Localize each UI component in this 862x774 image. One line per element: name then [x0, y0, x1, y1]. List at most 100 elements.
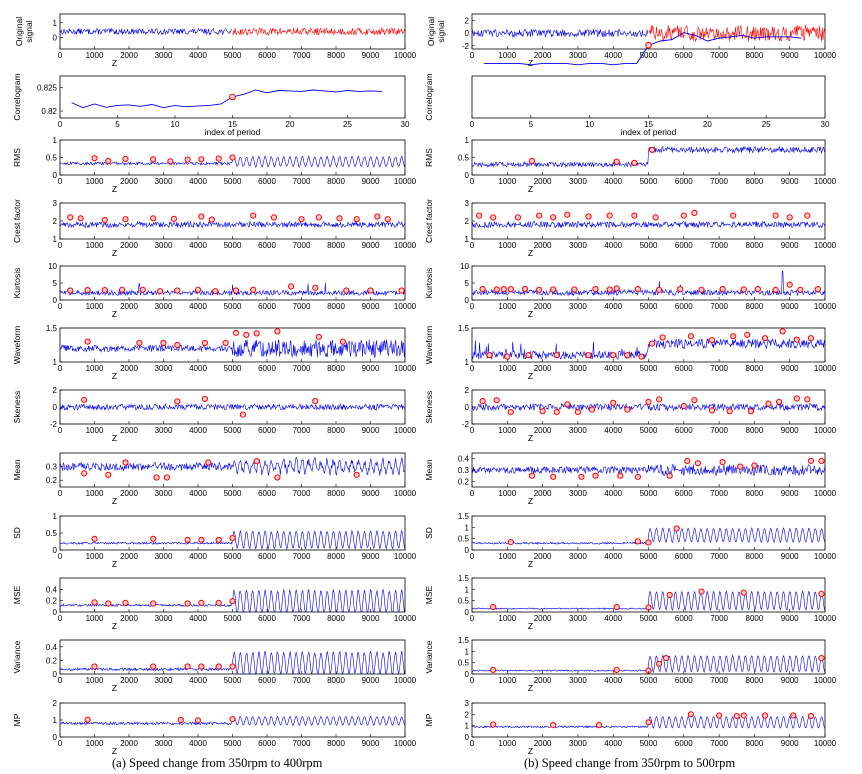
panel-b-7: 0 1000 2000 3000 4000 5000 6000 7000 8000 9000 100… [424, 452, 837, 506]
y-axis-label: Waveform [424, 326, 434, 364]
detection-point [229, 154, 236, 161]
x-tick-label: 6000 [675, 177, 693, 186]
detection-point [680, 403, 687, 410]
x-tick-label: 7000 [293, 51, 311, 60]
x-tick-label: 5000 [640, 364, 658, 373]
y-axis-label: Skeness [424, 391, 434, 424]
detection-point [353, 471, 360, 478]
detection-point [747, 408, 755, 415]
y-tick-label: 0 [53, 670, 58, 679]
detection-point [84, 716, 91, 723]
y-tick-label: 2 [465, 386, 470, 395]
detection-point [666, 472, 673, 479]
detection-point [716, 712, 723, 719]
x-tick-label: 1000 [498, 739, 516, 748]
detection-point [91, 663, 98, 670]
detection-point [198, 536, 205, 543]
y-tick-label: 2 [53, 699, 58, 708]
x-tick-label: 0 [58, 302, 63, 311]
y-tick-label: 0 [53, 171, 58, 180]
x-tick-label: 7000 [293, 614, 311, 623]
y-axis-label: MP [12, 713, 22, 726]
y-axis-label: SD [424, 527, 434, 539]
detection-point [807, 712, 815, 720]
detection-point [730, 333, 737, 340]
x-tick-label: 3000 [569, 739, 587, 748]
x-tick-label: 6000 [258, 177, 276, 186]
x-tick-label: 3000 [569, 241, 587, 250]
x-axis-label: Z [528, 559, 533, 569]
detection-point [521, 285, 529, 292]
y-tick-label: 1 [465, 136, 470, 145]
detection-point [525, 352, 532, 359]
detection-point [170, 215, 177, 222]
axes-frame [59, 452, 406, 488]
y-tick-label: 2 [465, 16, 470, 25]
detection-point [772, 286, 779, 293]
series-line [471, 28, 649, 38]
y-tick-label: 0 [465, 403, 470, 412]
x-tick-label: 3000 [569, 364, 587, 373]
x-axis-label: Z [112, 559, 117, 569]
panel-a-10: 0 1000 2000 3000 4000 5000 6000 7000 8000 9000 100… [12, 639, 417, 693]
x-tick-label: 9000 [781, 51, 799, 60]
x-tick-label: 8000 [746, 51, 764, 60]
detection-point [740, 712, 747, 719]
x-tick-label: 8000 [746, 426, 764, 435]
y-tick-label: 0.5 [458, 154, 470, 163]
x-tick-label: 7000 [293, 739, 311, 748]
y-tick-label: 0.2 [46, 476, 58, 485]
detection-point [343, 287, 350, 294]
panel-b-10: 0 1000 2000 3000 4000 5000 6000 7000 8000 9000 100… [424, 636, 837, 693]
detection-point [229, 93, 236, 101]
series-line [59, 650, 406, 676]
x-tick-label: 1000 [498, 177, 516, 186]
series-line [471, 654, 826, 674]
detection-point [574, 409, 582, 416]
x-tick-label: 4000 [604, 177, 622, 186]
detection-point [243, 331, 250, 338]
x-tick-label: 1000 [86, 676, 104, 685]
y-tick-label: 0 [53, 546, 58, 555]
detection-point [571, 286, 578, 293]
x-tick-label: 4000 [604, 552, 622, 561]
detection-point [691, 209, 698, 216]
detection-point [596, 722, 603, 729]
detection-point [215, 599, 222, 607]
x-tick-label: 0 [470, 51, 475, 60]
detection-point [490, 721, 497, 728]
detection-point [624, 406, 631, 413]
detection-point [486, 352, 493, 359]
x-tick-label: 6000 [675, 739, 693, 748]
x-tick-label: 9000 [781, 676, 799, 685]
x-tick-label: 9000 [781, 489, 799, 498]
detection-point [91, 155, 98, 162]
detection-point [648, 146, 656, 153]
detection-point [694, 460, 702, 467]
detection-point [634, 538, 642, 545]
y-tick-label: 1.5 [458, 574, 470, 583]
x-tick-label: 5000 [640, 552, 658, 561]
detection-point [585, 352, 592, 359]
y-tick-label: 0 [465, 296, 470, 305]
y-tick-label: 1 [465, 235, 470, 244]
x-tick-label: 7000 [710, 241, 728, 250]
x-tick-label: 2000 [120, 241, 138, 250]
y-axis-label: Crest factor [424, 199, 434, 243]
x-tick-label: 8000 [327, 489, 345, 498]
panel-b-8: 0 1000 2000 3000 4000 5000 6000 7000 8000 9000 100… [424, 512, 837, 569]
y-tick-label: 3 [465, 199, 470, 208]
x-tick-label: 2000 [120, 177, 138, 186]
x-tick-label: 2000 [120, 426, 138, 435]
x-tick-label: 0 [470, 489, 475, 498]
y-tick-label: 0 [465, 171, 470, 180]
detection-point [91, 535, 98, 542]
panel-a-1: 0 5 10 15 20 25 30 0.82 0.825 index of period Corr… [12, 73, 410, 137]
detection-point [174, 287, 181, 294]
detection-point [507, 409, 514, 416]
x-axis-label: Z [528, 433, 533, 443]
detection-point [645, 398, 652, 405]
detection-point [374, 213, 381, 220]
y-tick-label: 0.4 [46, 643, 58, 652]
x-tick-label: 0 [470, 426, 475, 435]
